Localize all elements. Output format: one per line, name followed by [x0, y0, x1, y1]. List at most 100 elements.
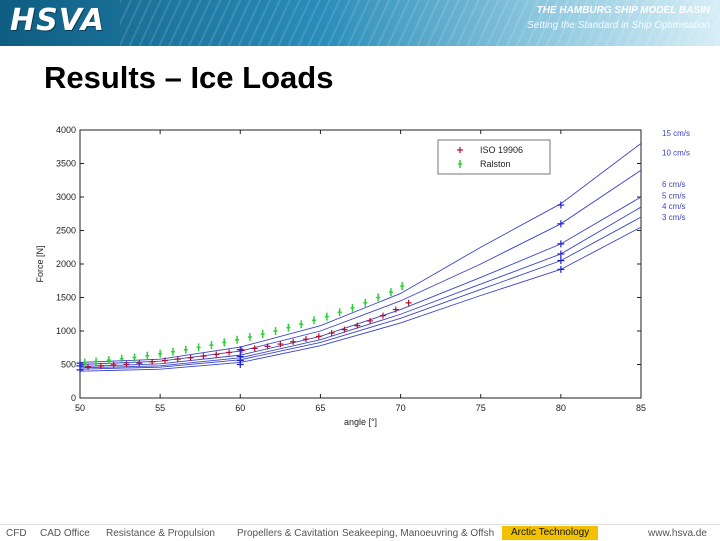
ralston-point	[376, 293, 381, 302]
iso-point	[354, 322, 361, 329]
curve-label: 15 cm/s	[662, 129, 690, 138]
model-test-point	[557, 265, 565, 273]
ralston-point	[247, 333, 252, 342]
footer-item-cad-office[interactable]: CAD Office	[40, 528, 90, 539]
iso-point	[213, 351, 220, 358]
ralston-point	[222, 338, 227, 347]
y-tick-label: 3500	[56, 159, 76, 169]
footer-item-propellers-cavitation[interactable]: Propellers & Cavitation	[237, 528, 339, 539]
model-test-point	[76, 366, 84, 374]
company-title: THE HAMBURG SHIP MODEL BASIN	[536, 5, 710, 16]
x-tick-label: 60	[235, 403, 245, 413]
iso-point	[187, 354, 194, 361]
iso-point	[379, 312, 386, 319]
iso-point	[97, 362, 104, 369]
y-tick-label: 4000	[56, 125, 76, 135]
model-curve-4	[79, 216, 642, 370]
y-tick-label: 2500	[56, 226, 76, 236]
iso-point	[303, 336, 310, 343]
model-test-point	[557, 201, 565, 209]
ralston-point	[82, 358, 87, 367]
header-banner: HSVA THE HAMBURG SHIP MODEL BASIN Settin…	[0, 0, 720, 46]
curve-label: 4 cm/s	[662, 202, 686, 211]
ralston-point	[132, 353, 137, 362]
x-axis-label: angle [°]	[344, 417, 377, 427]
iso-point	[277, 341, 284, 348]
footer-item-cfd[interactable]: CFD	[6, 528, 27, 539]
model-test-point	[557, 250, 565, 258]
iso-point	[161, 357, 168, 364]
model-test-point	[557, 240, 565, 248]
model-curve-3	[79, 206, 642, 369]
iso-point	[200, 353, 207, 360]
legend-label-ralston: Ralston	[480, 159, 511, 169]
footer-link-website[interactable]: www.hsva.de	[648, 528, 707, 539]
model-test-point	[557, 257, 565, 265]
legend-label-iso: ISO 19906	[480, 145, 523, 155]
ralston-point	[273, 327, 278, 335]
ralston-point	[286, 323, 291, 332]
iso-point	[251, 345, 258, 352]
ralston-point	[400, 282, 405, 291]
footer-item-seakeeping[interactable]: Seakeeping, Manoeuvring & Offsh	[342, 528, 495, 539]
ralston-point	[299, 320, 304, 329]
iso-point	[149, 358, 156, 365]
y-tick-label: 1500	[56, 293, 76, 303]
iso-point	[341, 326, 348, 333]
plot-area	[79, 129, 642, 399]
iso-point	[405, 299, 412, 306]
x-tick-label: 75	[476, 403, 486, 413]
ralston-point	[235, 335, 240, 344]
slide-title: Results – Ice Loads	[44, 60, 334, 95]
x-tick-label: 80	[556, 403, 566, 413]
y-tick-label: 3000	[56, 192, 76, 202]
ralston-point	[183, 345, 188, 354]
ralston-point	[388, 288, 393, 297]
ralston-point	[350, 303, 355, 312]
ralston-point	[260, 330, 265, 339]
ralston-point	[158, 349, 163, 358]
model-test-point	[236, 346, 244, 354]
iso-point	[226, 349, 233, 356]
curve-label: 5 cm/s	[662, 191, 686, 200]
y-tick-label: 500	[61, 360, 76, 370]
model-curve-0	[79, 143, 642, 363]
ralston-point	[209, 341, 214, 350]
iso-point	[136, 360, 143, 367]
footer-item-arctic-technology[interactable]: Arctic Technology	[502, 526, 599, 540]
y-tick-label: 0	[71, 393, 76, 403]
x-tick-label: 65	[315, 403, 325, 413]
ralston-point	[145, 351, 150, 360]
banner-wave-decoration	[120, 0, 720, 46]
model-curve-1	[79, 169, 642, 365]
ice-load-chart: 50 55 60 65 70 75 80 85 0 500 1000 1500 2000 2500 3000…	[35, 125, 690, 427]
iso-point	[328, 330, 335, 337]
iso-point	[123, 361, 130, 368]
curve-label: 3 cm/s	[662, 213, 686, 222]
ralston-point	[196, 343, 201, 352]
legend-marker-iso	[457, 147, 463, 153]
x-tick-label: 50	[75, 403, 85, 413]
footer-nav: CFD CAD Office Resistance & Propulsion P…	[0, 524, 720, 541]
x-tick-label: 70	[396, 403, 406, 413]
ralston-point	[324, 312, 329, 321]
y-tick-label: 1000	[56, 326, 76, 336]
y-tick-label: 2000	[56, 259, 76, 269]
iso-point	[290, 338, 297, 345]
company-tagline: Setting the Standard in Ship Optimisatio…	[527, 20, 710, 31]
ralston-point	[119, 354, 124, 363]
legend-box	[437, 139, 551, 175]
iso-point	[85, 363, 92, 370]
curve-label: 10 cm/s	[662, 148, 690, 157]
model-test-point	[557, 220, 565, 228]
model-test-point	[236, 361, 244, 368]
ralston-point	[363, 298, 368, 307]
iso-point	[174, 356, 181, 363]
iso-point	[367, 317, 374, 324]
ralston-point	[170, 347, 175, 356]
iso-point	[315, 333, 322, 340]
x-tick-label: 55	[155, 403, 165, 413]
footer-item-resistance-propulsion[interactable]: Resistance & Propulsion	[106, 528, 215, 539]
legend-marker-ralston	[458, 160, 462, 168]
model-curve-5	[79, 226, 642, 372]
